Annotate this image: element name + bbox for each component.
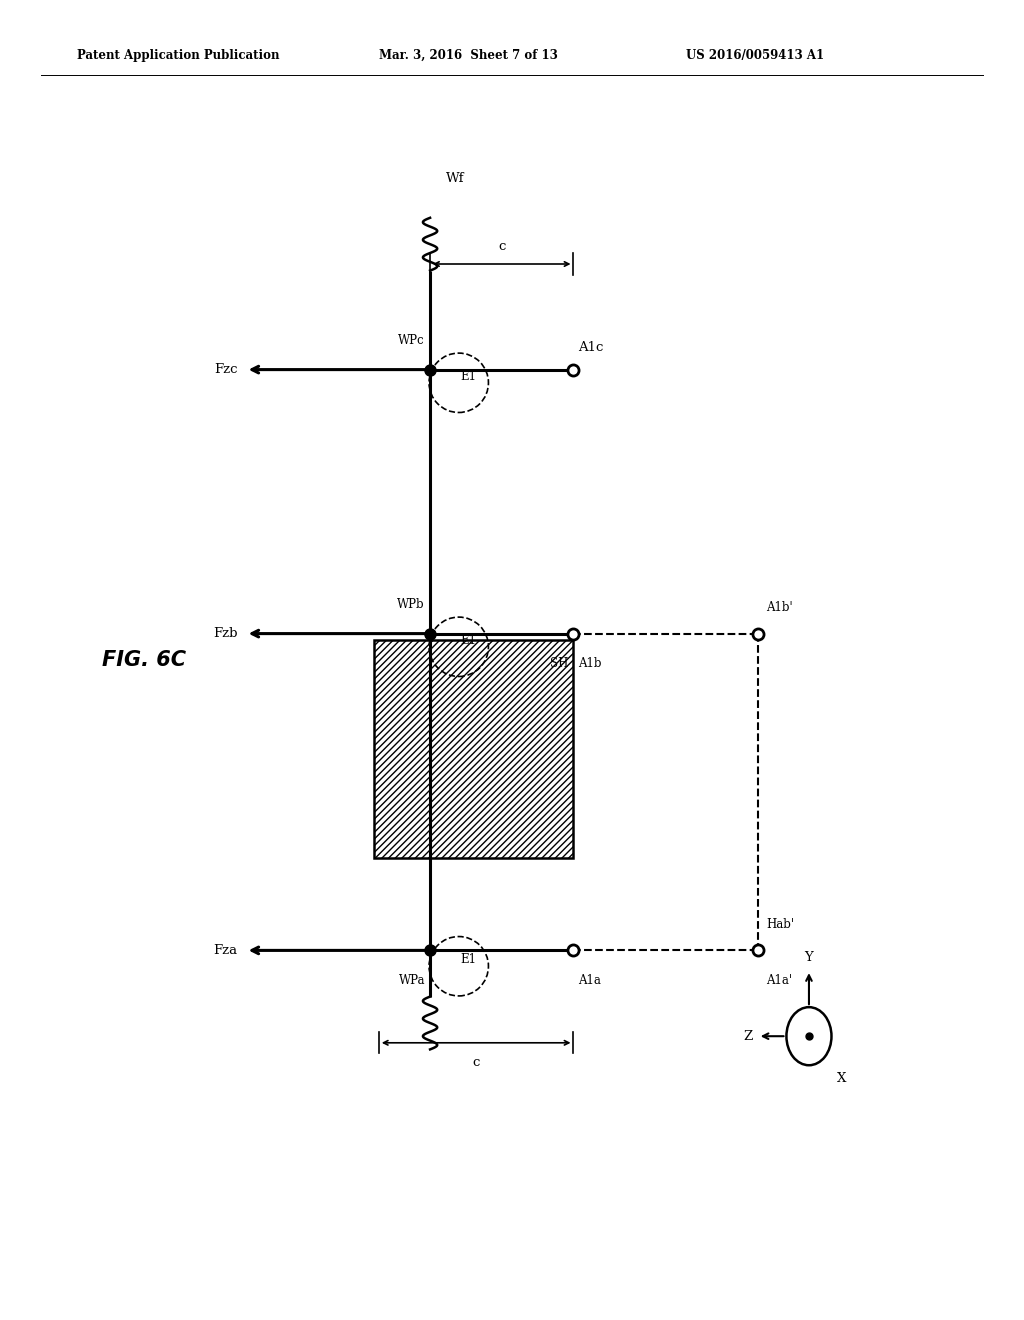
Text: FIG. 6C: FIG. 6C — [102, 649, 186, 671]
Text: Y: Y — [805, 950, 813, 964]
Text: WPc: WPc — [398, 334, 425, 347]
Text: A1a: A1a — [579, 974, 601, 987]
Text: A1c: A1c — [579, 341, 604, 354]
Text: A1b: A1b — [579, 657, 602, 671]
Text: Z: Z — [743, 1030, 753, 1043]
Text: Hab': Hab' — [766, 917, 794, 931]
Text: E1: E1 — [461, 370, 477, 383]
Text: Wf: Wf — [445, 172, 464, 185]
Text: SH: SH — [550, 657, 568, 671]
Bar — [374, 640, 573, 858]
Text: Fza: Fza — [213, 944, 238, 957]
Text: Fzb: Fzb — [213, 627, 238, 640]
Text: WPa: WPa — [398, 974, 425, 987]
Text: X: X — [837, 1072, 846, 1085]
Text: WPb: WPb — [397, 598, 425, 611]
Text: E1: E1 — [461, 634, 477, 647]
Text: A1a': A1a' — [766, 974, 792, 987]
Text: c: c — [498, 240, 506, 253]
Text: Fzc: Fzc — [214, 363, 238, 376]
Text: E1: E1 — [461, 953, 477, 966]
Text: Mar. 3, 2016  Sheet 7 of 13: Mar. 3, 2016 Sheet 7 of 13 — [379, 49, 558, 62]
Text: c: c — [472, 1056, 480, 1069]
Text: Patent Application Publication: Patent Application Publication — [77, 49, 280, 62]
Text: A1b': A1b' — [766, 601, 793, 614]
Text: US 2016/0059413 A1: US 2016/0059413 A1 — [686, 49, 824, 62]
